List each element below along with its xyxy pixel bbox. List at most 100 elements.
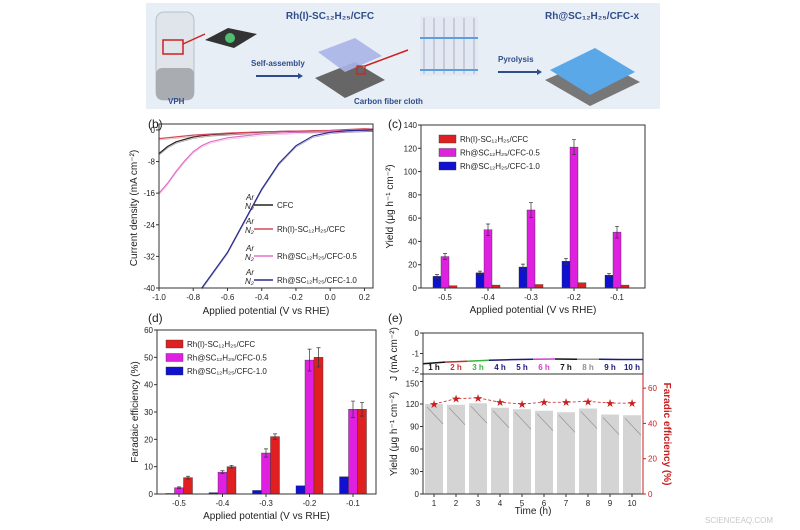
y-tick-label: -32 [143, 252, 155, 261]
error-bar-0-0 [435, 274, 439, 279]
y-tick-label: -24 [143, 221, 155, 230]
x-tick-label: -0.8 [186, 293, 200, 302]
x-tick-label: -0.3 [259, 499, 273, 508]
y-tick-label: 30 [410, 468, 419, 477]
x-tick-label: 9 [608, 499, 613, 508]
legend-swatch [438, 134, 457, 144]
fe-star-marker-2: ★ [473, 393, 483, 405]
self-assembly-label: Self-assembly [251, 59, 305, 68]
arrowhead-icon [298, 73, 303, 79]
yield-bar-4 [513, 409, 531, 494]
y-tick-label: -16 [143, 189, 155, 198]
y-tick-label: -40 [143, 284, 155, 293]
bar-2-2 [534, 284, 544, 289]
hour-label: 5 h [516, 363, 528, 372]
error-bar-1-2 [529, 202, 533, 218]
x-tick-label: -0.1 [610, 293, 624, 302]
yield-bar-9 [623, 415, 641, 494]
y-tick-label: 30 [144, 408, 153, 417]
y-axis-label: J (mA cm⁻²) [389, 327, 400, 381]
error-bar-1-4 [351, 400, 355, 418]
zoom-arrow [182, 33, 206, 45]
y-tick-label: 0 [149, 490, 154, 499]
fe-star-marker-6: ★ [561, 397, 571, 409]
legend-n2-label: N₂ [245, 277, 254, 286]
yield-bar-1 [447, 404, 465, 494]
panel-label: (d) [148, 311, 163, 325]
x-axis-label: Time (h) [515, 506, 552, 517]
error-bar-1-0 [177, 486, 181, 489]
panel-label: (e) [388, 311, 403, 325]
current-segment-2 [466, 359, 490, 363]
y-tick-label: -2 [412, 366, 420, 375]
error-bar-0-1 [478, 270, 482, 275]
error-bar-2-1 [229, 464, 234, 469]
legend-label: CFC [277, 201, 294, 210]
yield-bar-7 [579, 408, 597, 494]
y-tick-label: 140 [404, 121, 418, 130]
y-tick-label: 20 [144, 435, 153, 444]
yield-bar-0 [425, 404, 443, 494]
legend-n2-label: N₂ [245, 253, 254, 262]
x-tick-label: -0.4 [481, 293, 495, 302]
x-tick-label: 7 [564, 499, 569, 508]
legend-swatch [438, 148, 457, 157]
carbon-fiber-label: Carbon fiber cloth [354, 97, 423, 106]
x-tick-label: -0.4 [255, 293, 269, 302]
zoom-box [162, 39, 184, 55]
zoom-arrow-2 [364, 49, 409, 67]
bar-2-2 [270, 436, 280, 495]
hour-label: 10 h [624, 363, 640, 372]
error-bar-0-4 [607, 273, 611, 278]
x-tick-label: -0.1 [346, 499, 360, 508]
legend-n2-label: N₂ [245, 202, 254, 211]
arrowhead-icon [537, 69, 542, 75]
bar-1-1 [483, 229, 493, 289]
y-tick-label: 90 [410, 423, 419, 432]
legend-label: Rh@SC₁₂H₂₅/CFC-0.5 [187, 354, 267, 363]
x-tick-label: 5 [520, 499, 525, 508]
x-tick-label: -0.6 [221, 293, 235, 302]
x-axis-label: Applied potential (V vs RHE) [203, 511, 330, 522]
bar-2-3 [577, 282, 587, 289]
bar-1-3 [569, 146, 579, 289]
bar-2-4 [357, 409, 367, 495]
chain-structure-icon [420, 16, 478, 76]
legend-label: Rh@SC₁₂H₂₅/CFC-0.5 [277, 252, 357, 261]
plot-frame-b [158, 123, 374, 289]
legend-label: Rh@SC₁₂H₂₅/CFC-0.5 [460, 149, 540, 158]
bar-1-0 [440, 256, 450, 289]
error-bar-1-3 [307, 348, 312, 372]
legend-label: Rh@SC₁₂H₂₅/CFC-1.0 [460, 162, 540, 171]
bar-0-3 [561, 261, 571, 289]
current-segment-3 [488, 358, 512, 362]
error-bar-2-2 [273, 433, 277, 440]
bar-hatch [602, 417, 620, 435]
x-tick-label: -0.5 [172, 499, 186, 508]
x-axis-label: Applied potential (V vs RHE) [470, 305, 597, 316]
error-bar-2-4 [360, 402, 364, 417]
hour-label: 6 h [538, 363, 550, 372]
x-tick-label: -0.5 [438, 293, 452, 302]
x-tick-label: 0.0 [325, 293, 337, 302]
current-segment-0 [422, 361, 446, 365]
hour-label: 9 h [604, 363, 616, 372]
error-bar-2-0 [186, 475, 190, 480]
y-axis-label: Yield (μg h⁻¹ cm⁻²) [389, 392, 400, 476]
legend-label: Rh@SC₁₂H₂₅/CFC-1.0 [187, 367, 267, 376]
legend-swatch [165, 339, 184, 349]
legend-swatch [165, 366, 184, 376]
y-tick-label: 150 [406, 380, 420, 389]
x-tick-label: 4 [498, 499, 503, 508]
fe-star-marker-4: ★ [517, 399, 527, 411]
legend-label: Rh@SC₁₂H₂₅/CFC-1.0 [277, 276, 357, 285]
hour-label: 4 h [494, 363, 506, 372]
y-axis-label: Yield (μg h⁻¹ cm⁻²) [385, 164, 396, 248]
bar-hatch [470, 405, 488, 424]
hour-label: 8 h [582, 363, 594, 372]
bar-hatch [580, 411, 598, 429]
y-tick-label: 60 [410, 445, 419, 454]
current-segment-1 [444, 360, 468, 363]
y-tick-label: -8 [148, 158, 156, 167]
legend-ar-label: Ar [245, 217, 254, 226]
